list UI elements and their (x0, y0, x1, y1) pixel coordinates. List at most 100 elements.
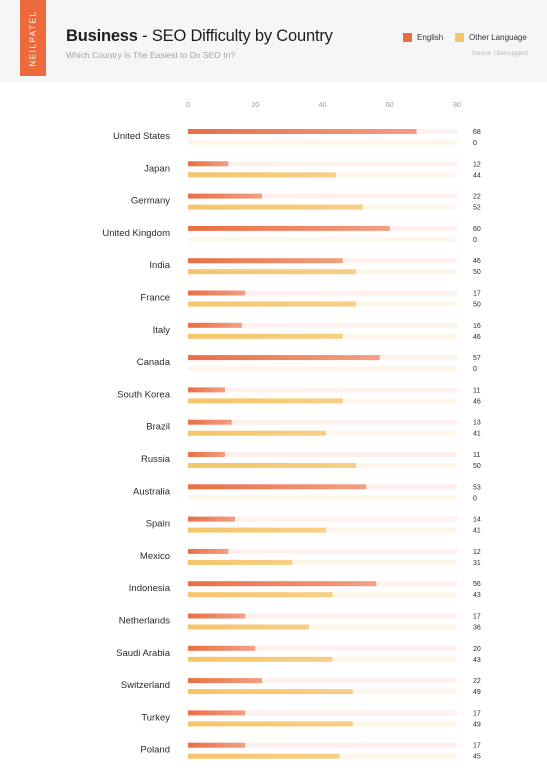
country-label: South Korea (117, 389, 171, 400)
bar-track (188, 678, 457, 684)
x-axis-tick-label: 80 (453, 102, 461, 109)
bar-other-language (188, 172, 336, 178)
bar-english (188, 129, 417, 134)
chart-title-bold: Business (66, 27, 138, 45)
value-label-english: 22 (473, 194, 481, 201)
legend-item-english: English (403, 33, 443, 42)
bar-track (188, 710, 457, 716)
x-axis-tick-label: 60 (386, 102, 394, 109)
country-label: Turkey (141, 712, 170, 723)
bar-track (188, 559, 457, 565)
value-label-english: 22 (473, 678, 481, 685)
value-label-other-language: 41 (473, 528, 481, 535)
bar-track (188, 613, 457, 619)
value-label-other-language: 46 (473, 334, 481, 341)
value-label-other-language: 49 (473, 721, 481, 728)
bar-english (188, 419, 232, 425)
bar-other-language (188, 624, 310, 630)
bar-english (188, 161, 229, 167)
value-label-english: 11 (473, 387, 480, 394)
value-label-other-language: 43 (473, 657, 481, 664)
bar-other-language (188, 527, 326, 533)
country-label: Mexico (140, 551, 170, 562)
bar-other-language (188, 463, 357, 468)
value-label-english: 12 (473, 549, 481, 556)
bar-english (188, 484, 367, 490)
country-label: Japan (144, 163, 170, 174)
value-label-other-language: 43 (473, 592, 481, 599)
bar-other-language (188, 333, 343, 339)
value-label-english: 16 (473, 323, 481, 330)
bar-english (188, 387, 225, 393)
country-label: Germany (131, 196, 170, 207)
bar-track (188, 742, 457, 748)
bar-other-language (188, 269, 357, 275)
bar-english (188, 581, 377, 587)
value-label-english: 12 (473, 161, 481, 168)
value-label-other-language: 0 (473, 237, 477, 244)
bar-other-language (188, 753, 340, 759)
value-label-english: 17 (473, 710, 481, 717)
value-label-other-language: 44 (473, 172, 481, 179)
value-label-other-language: 50 (473, 269, 481, 276)
bar-track (188, 193, 457, 199)
x-axis-tick-label: 0 (186, 102, 190, 109)
bar-english (188, 613, 246, 619)
legend-label-english: English (417, 33, 444, 42)
value-label-english: 46 (473, 258, 481, 265)
value-label-english: 13 (473, 420, 481, 427)
bar-english (188, 452, 225, 457)
bar-track (188, 516, 457, 522)
value-label-other-language: 0 (473, 140, 477, 147)
country-label: United Kingdom (102, 228, 170, 239)
country-label: Brazil (146, 422, 170, 433)
country-label: Poland (140, 745, 170, 756)
value-label-english: 56 (473, 581, 481, 588)
bar-english (188, 548, 229, 554)
legend-swatch-other-language (455, 33, 464, 42)
value-label-other-language: 50 (473, 302, 481, 309)
bar-chart: 0 20 40 60 80 United States 68 0 Japan 12 44 German… (102, 102, 481, 761)
bar-english (188, 355, 380, 361)
bar-track (188, 140, 457, 145)
bar-english (188, 258, 343, 264)
value-label-other-language: 52 (473, 205, 481, 212)
bar-track (188, 290, 457, 296)
bar-other-language (188, 592, 333, 598)
bar-english (188, 710, 246, 716)
country-label: Italy (153, 325, 171, 336)
bar-track (188, 161, 457, 167)
country-label: Indonesia (129, 583, 171, 594)
country-label: Spain (146, 519, 170, 530)
bar-track (188, 322, 457, 328)
value-label-english: 11 (473, 452, 480, 459)
value-label-english: 20 (473, 646, 481, 653)
country-label: Russia (141, 454, 171, 465)
value-label-english: 53 (473, 484, 481, 491)
bar-english (188, 322, 242, 328)
legend-label-other-language: Other Language (469, 33, 527, 42)
bar-track (188, 419, 457, 425)
country-label: India (149, 260, 170, 271)
bar-track (188, 624, 457, 630)
legend-swatch-english (403, 33, 412, 42)
bar-track (188, 366, 457, 372)
bar-english (188, 645, 256, 651)
source-note: Source: Ubersuggest (471, 51, 528, 57)
value-label-other-language: 36 (473, 625, 481, 632)
value-label-english: 57 (473, 355, 481, 362)
bar-english (188, 742, 246, 748)
bar-other-language (188, 430, 326, 436)
bar-other-language (188, 656, 333, 662)
value-label-english: 17 (473, 291, 481, 298)
country-label: Australia (133, 486, 171, 497)
bar-english (188, 678, 262, 684)
brand-logo: NEILPATEL (28, 9, 38, 67)
value-label-other-language: 46 (473, 398, 481, 405)
bar-track (188, 387, 457, 393)
value-label-other-language: 45 (473, 754, 481, 761)
brand-logo-tab: NEILPATEL (20, 0, 46, 76)
value-label-english: 60 (473, 226, 481, 233)
bar-other-language (188, 301, 357, 307)
country-label: Canada (137, 357, 171, 368)
